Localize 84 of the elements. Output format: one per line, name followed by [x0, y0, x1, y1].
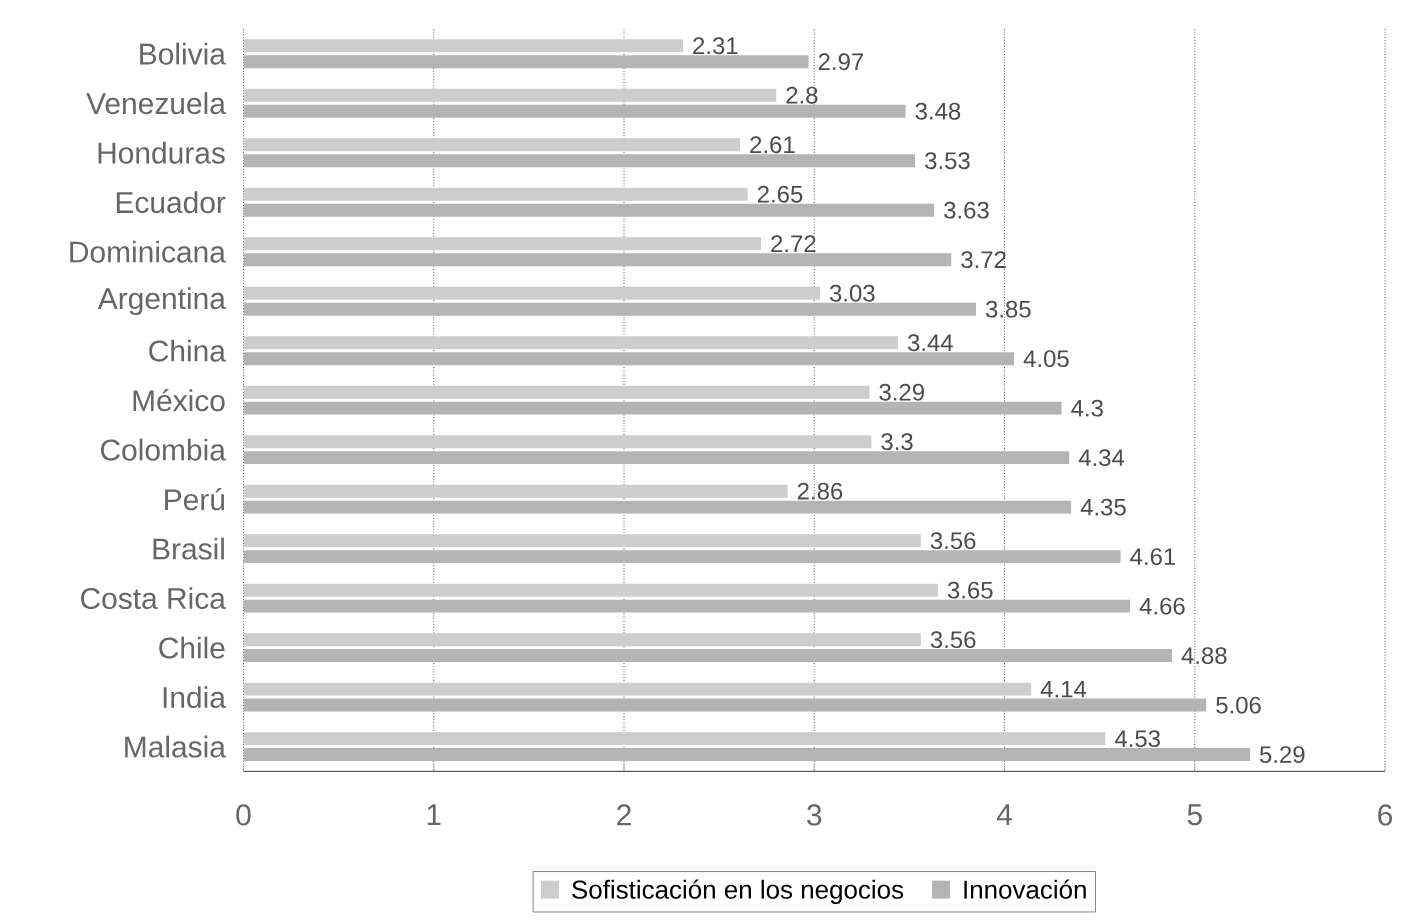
data-label: 3.03	[829, 284, 875, 302]
bar	[243, 682, 1032, 696]
y-tick-label: Colombia	[101, 438, 226, 461]
x-tick-label: 3	[807, 804, 822, 826]
x-tick-label: 2	[617, 804, 631, 826]
data-label: 4.66	[1139, 597, 1185, 615]
bar	[243, 385, 870, 399]
bar	[243, 435, 872, 449]
x-tick-label: 6	[1378, 804, 1393, 826]
data-label: 3.44	[907, 334, 953, 352]
bar	[243, 286, 820, 300]
y-tick-label: Venezuela	[86, 92, 226, 115]
y-tick-label: Argentina	[97, 287, 226, 316]
x-tick-label: 4	[996, 804, 1012, 825]
data-label: 3.3	[881, 433, 913, 451]
data-label: 4.14	[1040, 680, 1087, 698]
data-label: 3.29	[879, 383, 924, 401]
data-label: 3.48	[915, 102, 961, 120]
data-label: 2.31	[693, 37, 738, 55]
bar	[243, 138, 741, 152]
data-label: 3.53	[925, 152, 970, 170]
x-tick-label: 5	[1187, 804, 1202, 826]
bar	[243, 748, 1250, 762]
data-label: 2.97	[818, 53, 863, 71]
y-tick-label: Brasil	[153, 537, 224, 560]
data-label: 5.06	[1216, 696, 1261, 714]
data-label: 2.65	[757, 185, 803, 203]
data-label: 2.61	[750, 136, 795, 154]
bar	[243, 534, 921, 548]
bar	[243, 599, 1131, 613]
bar	[243, 187, 748, 201]
data-label: 4.3	[1071, 399, 1103, 417]
y-tick-label: México	[133, 388, 225, 412]
bar	[243, 336, 898, 350]
data-label: 4.34	[1078, 449, 1125, 467]
bar	[243, 451, 1070, 465]
bar	[243, 39, 683, 53]
legend-label: Sofisticación en los negocios	[572, 879, 904, 904]
data-label: 4.35	[1080, 498, 1126, 516]
y-tick-label: Costa Rica	[81, 587, 226, 610]
bar	[243, 154, 916, 168]
bar	[243, 500, 1072, 514]
y-tick-label: Malasia	[125, 735, 226, 758]
bar	[243, 237, 761, 251]
x-tick-label: 1	[427, 804, 441, 825]
bar	[243, 732, 1106, 746]
y-tick-label: Perú	[165, 487, 225, 511]
bar	[243, 583, 938, 597]
bar	[243, 104, 906, 118]
bar	[243, 401, 1062, 415]
y-tick-label: India	[163, 686, 226, 709]
legend-label: Innovación	[964, 879, 1086, 899]
data-label: 3.65	[947, 581, 993, 599]
x-tick-label: 0	[236, 804, 251, 826]
data-label: 4.88	[1181, 647, 1227, 665]
bar	[243, 88, 777, 102]
data-label: 2.86	[797, 482, 843, 500]
y-tick-label: Honduras	[98, 141, 225, 164]
y-tick-label: Bolivia	[140, 42, 226, 65]
data-label: 3.56	[930, 631, 976, 649]
bar	[243, 649, 1172, 663]
bar	[243, 203, 935, 217]
data-label: 3.85	[985, 300, 1031, 318]
data-label: 4.05	[1023, 350, 1069, 368]
y-tick-label: Ecuador	[116, 191, 226, 214]
bar	[243, 55, 809, 69]
data-label: 2.72	[771, 235, 816, 253]
data-label: 3.63	[944, 201, 989, 219]
bar	[243, 633, 921, 647]
y-tick-label: China	[149, 339, 226, 362]
data-label: 5.29	[1259, 746, 1305, 764]
bar	[243, 302, 976, 316]
bar	[243, 484, 788, 498]
data-label: 4.53	[1114, 730, 1160, 748]
bar	[243, 253, 952, 267]
data-label: 3.56	[930, 532, 976, 550]
bar	[243, 550, 1121, 564]
data-label: 3.72	[961, 251, 1006, 269]
data-label: 2.8	[786, 86, 818, 104]
bar	[243, 352, 1015, 366]
data-label: 4.61	[1130, 548, 1176, 566]
y-tick-label: Dominicana	[70, 240, 226, 263]
bar	[243, 698, 1207, 712]
y-tick-label: Chile	[159, 636, 225, 659]
